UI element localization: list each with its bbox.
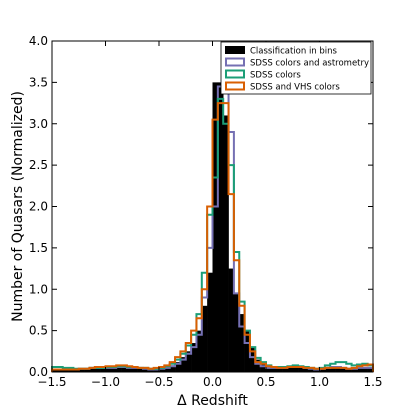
legend-swatch: [225, 81, 245, 91]
bar-23: [175, 362, 181, 372]
bar-13: [121, 367, 128, 372]
bar-52: [330, 367, 336, 372]
y-tick-label: 1.5: [29, 241, 48, 255]
bar-45: [292, 366, 299, 372]
series-layer: [51, 73, 374, 372]
bar-46: [298, 367, 304, 372]
legend-swatch: [225, 69, 245, 79]
x-tick-label: −1.0: [91, 375, 120, 389]
bar-18: [148, 369, 154, 372]
bar-56: [351, 368, 358, 372]
x-tick-label: 1.5: [363, 375, 382, 389]
bar-27: [196, 330, 203, 372]
bar-51: [324, 367, 331, 372]
bar-21: [164, 367, 170, 372]
y-axis-label: Number of Quasars (Normalized): [10, 91, 26, 322]
legend-label: SDSS and VHS colors: [250, 83, 340, 93]
bar-9: [100, 368, 106, 372]
legend-label: SDSS colors: [250, 71, 301, 81]
legend-label: SDSS colors and astrometry: [250, 59, 369, 69]
series-bars-0: [52, 82, 374, 372]
y-tick-label: 0.0: [29, 365, 48, 379]
bar-55: [346, 368, 352, 372]
bar-26: [191, 343, 197, 372]
bar-35: [239, 314, 245, 372]
bar-29: [207, 272, 213, 372]
y-tick-label: 1.0: [29, 282, 48, 296]
bar-16: [137, 367, 144, 372]
bar-40: [266, 367, 272, 372]
bar-34: [233, 293, 240, 372]
bar-42: [276, 367, 283, 372]
bar-49: [314, 369, 320, 372]
bar-37: [249, 347, 256, 372]
bar-3: [68, 369, 74, 372]
legend-swatch: [225, 46, 245, 54]
bar-5: [78, 369, 85, 372]
bar-33: [228, 268, 235, 372]
x-tick-label: −1.5: [37, 375, 66, 389]
x-tick-label: 0.5: [256, 375, 275, 389]
bar-39: [260, 363, 267, 372]
bar-12: [116, 367, 122, 372]
y-tick-label: 2.5: [29, 158, 48, 172]
x-axis-label: Δ Redshift: [177, 393, 248, 409]
bar-50: [319, 368, 326, 372]
legend: Classification in bins SDSS colors and as…: [220, 41, 372, 95]
bar-43: [282, 367, 288, 372]
bar-11: [110, 367, 117, 372]
ticks-layer: −1.5 −1.0 −0.5 0.0 0.5 1.0 1.5 0.0 0.5 1.0 1.5 2.0 2…: [29, 34, 383, 389]
bar-41: [271, 367, 277, 372]
bar-14: [126, 367, 133, 372]
legend-label: Classification in bins: [250, 47, 338, 57]
x-tick-label: −0.5: [144, 375, 173, 389]
y-tick-label: 2.0: [29, 200, 48, 214]
bar-8: [94, 368, 101, 372]
bar-28: [201, 305, 208, 372]
y-tick-label: 0.5: [29, 324, 48, 338]
bar-32: [223, 115, 229, 372]
bar-44: [287, 367, 294, 372]
x-tick-label: 0.0: [203, 375, 222, 389]
bar-31: [217, 82, 224, 372]
bar-54: [340, 367, 347, 372]
bar-10: [105, 367, 112, 372]
y-tick-label: 3.0: [29, 117, 48, 131]
bar-0: [52, 369, 58, 372]
bar-7: [89, 368, 96, 372]
bar-2: [62, 369, 69, 372]
bar-36: [244, 330, 251, 372]
bar-6: [84, 369, 90, 372]
y-tick-label: 4.0: [29, 34, 48, 48]
bar-57: [356, 367, 363, 372]
bar-38: [255, 359, 261, 372]
bar-53: [335, 367, 342, 372]
bar-22: [169, 365, 176, 372]
bar-19: [153, 369, 160, 372]
bar-4: [73, 369, 80, 372]
bar-59: [367, 367, 374, 372]
bar-30: [212, 82, 219, 372]
bar-24: [180, 357, 187, 372]
bar-20: [159, 368, 165, 372]
bar-17: [142, 368, 149, 372]
legend-swatch: [225, 57, 245, 67]
bar-1: [57, 369, 63, 372]
x-tick-label: 1.0: [310, 375, 329, 389]
bar-47: [303, 367, 310, 372]
bar-25: [185, 351, 192, 372]
bar-15: [132, 367, 138, 372]
legend-box: [220, 41, 372, 95]
y-tick-label: 3.5: [29, 75, 48, 89]
bar-58: [362, 367, 368, 372]
series-step-3: [51, 102, 374, 372]
bar-48: [308, 368, 315, 372]
